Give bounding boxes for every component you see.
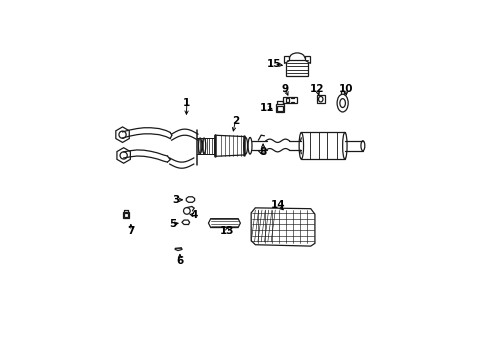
Polygon shape: [117, 148, 130, 163]
Text: 5: 5: [168, 219, 176, 229]
Text: 12: 12: [309, 84, 324, 94]
Bar: [275, 104, 284, 112]
Text: 6: 6: [176, 256, 183, 266]
Polygon shape: [116, 127, 129, 143]
Bar: [124, 213, 128, 217]
Polygon shape: [305, 56, 310, 63]
Ellipse shape: [120, 152, 127, 159]
Text: 9: 9: [281, 84, 288, 94]
Ellipse shape: [247, 138, 251, 154]
Polygon shape: [186, 197, 194, 202]
Polygon shape: [251, 208, 314, 246]
Bar: [285, 98, 288, 102]
Text: 8: 8: [259, 147, 266, 157]
Ellipse shape: [318, 96, 322, 102]
Polygon shape: [284, 56, 289, 63]
Text: 11: 11: [259, 103, 273, 113]
Bar: [301, 132, 344, 159]
Ellipse shape: [342, 132, 346, 159]
Ellipse shape: [202, 138, 205, 153]
Polygon shape: [208, 219, 240, 228]
Polygon shape: [182, 220, 189, 225]
Text: 1: 1: [183, 98, 190, 108]
Bar: [276, 106, 283, 111]
Ellipse shape: [299, 132, 303, 159]
Ellipse shape: [243, 138, 247, 154]
Text: 2: 2: [231, 116, 239, 126]
Bar: [123, 212, 129, 219]
Text: 3: 3: [172, 195, 179, 205]
Ellipse shape: [336, 94, 347, 112]
Bar: [316, 95, 324, 103]
Ellipse shape: [183, 208, 190, 214]
Polygon shape: [175, 248, 182, 251]
Polygon shape: [285, 60, 307, 76]
Text: 13: 13: [219, 226, 234, 236]
Text: 4: 4: [190, 210, 197, 220]
Text: 10: 10: [338, 84, 353, 94]
Ellipse shape: [339, 99, 345, 108]
Bar: [283, 97, 296, 103]
Text: 7: 7: [127, 226, 134, 236]
Text: 15: 15: [266, 59, 281, 69]
Ellipse shape: [119, 131, 126, 138]
Text: 14: 14: [270, 201, 285, 210]
Ellipse shape: [198, 138, 202, 153]
Ellipse shape: [360, 141, 364, 151]
Polygon shape: [215, 135, 244, 156]
